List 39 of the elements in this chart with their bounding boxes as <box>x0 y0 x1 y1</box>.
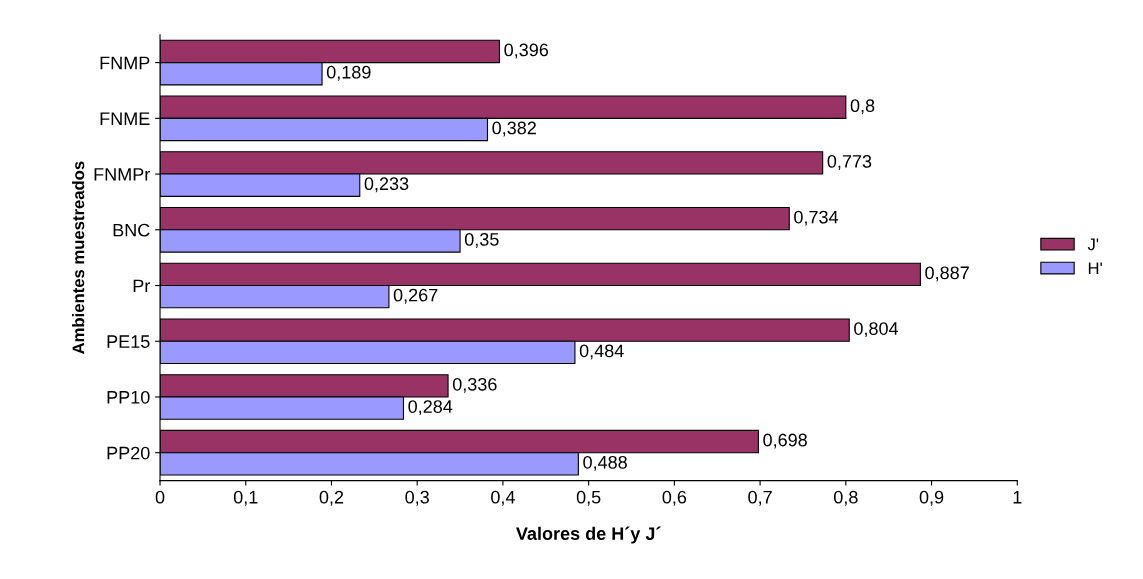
data-label: 0,233 <box>364 177 409 193</box>
data-label: 0,488 <box>583 455 627 471</box>
data-label: 0,267 <box>393 288 438 304</box>
data-label: 0,734 <box>794 210 839 226</box>
y-tick-label: PE15 <box>107 335 150 348</box>
data-label: 0,773 <box>827 154 872 170</box>
data-label: 0,284 <box>408 400 453 416</box>
data-label: 0,336 <box>452 377 497 393</box>
x-tick-label: 0,7 <box>748 490 772 506</box>
data-label: 0,804 <box>854 322 899 338</box>
legend-label: H' <box>1088 262 1102 274</box>
x-tick-label: 0,9 <box>919 490 944 506</box>
data-label: 0,396 <box>504 43 549 59</box>
x-tick-label: 0,2 <box>319 490 344 506</box>
x-tick-label: 0 <box>155 490 165 504</box>
x-tick-label: 0,5 <box>576 490 601 506</box>
y-tick-label: FNMPr <box>94 168 150 181</box>
data-label: 0,382 <box>492 121 536 137</box>
x-tick-label: 1 <box>1013 490 1022 504</box>
x-tick-label: 0,4 <box>491 490 515 506</box>
y-tick-label: PP10 <box>107 390 150 404</box>
x-tick-label: 0,3 <box>405 490 429 506</box>
data-label: 0,484 <box>579 344 624 360</box>
y-tick-label: Pr <box>133 279 150 293</box>
data-label: 0,8 <box>850 99 875 115</box>
y-tick-label: BNC <box>113 223 150 237</box>
x-tick-label: 0,8 <box>833 490 858 506</box>
x-tick-label: 0,1 <box>233 490 258 506</box>
y-tick-label: PP20 <box>107 446 150 460</box>
data-label: 0,189 <box>326 65 371 81</box>
data-label: 0,35 <box>464 233 499 248</box>
data-label: 0,698 <box>763 433 807 449</box>
y-tick-label: FNME <box>100 112 150 125</box>
x-tick-label: 0,6 <box>662 490 687 506</box>
legend-label: J' <box>1087 238 1099 251</box>
y-tick-label: FNMP <box>100 56 150 70</box>
x-axis-title: Valores de H´y J´ <box>516 526 661 544</box>
data-label: 0,887 <box>925 266 969 282</box>
y-axis-title: Ambientes muestreados <box>72 161 85 355</box>
